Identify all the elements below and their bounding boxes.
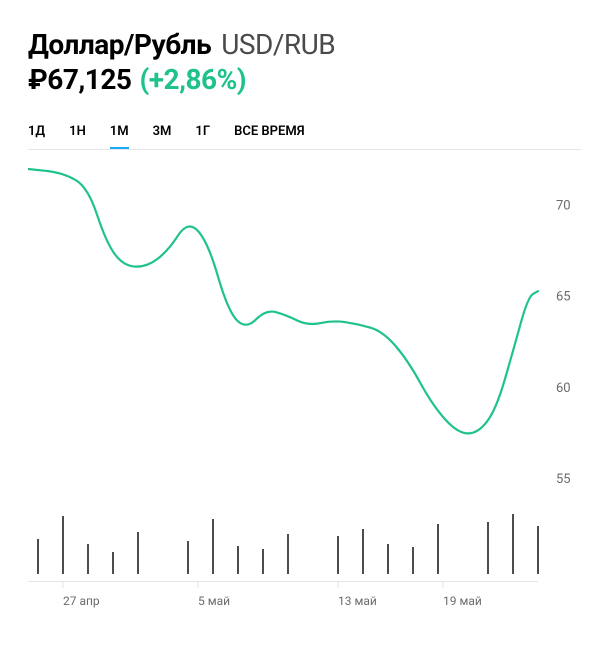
tab-1м[interactable]: 1М (110, 124, 129, 149)
price-change: (+2,86%) (139, 63, 246, 96)
tab-1г[interactable]: 1Г (195, 124, 210, 149)
price-line (28, 169, 538, 433)
y-tick-label: 55 (556, 472, 571, 487)
x-tick-label: 27 апр (63, 594, 100, 608)
y-tick-label: 65 (556, 290, 571, 305)
x-tick-label: 19 май (443, 594, 482, 608)
price-row: ₽67,125 (+2,86%) (28, 63, 581, 96)
pair-name: Доллар/Рубль (28, 28, 211, 61)
title-row: Доллар/Рубль USD/RUB (28, 28, 581, 61)
tab-1н[interactable]: 1Н (69, 124, 86, 149)
chart-area: 55 60 65 70 27 апр 5 май 13 май 19 май (28, 149, 581, 619)
timeframe-tabs: 1Д 1Н 1М 3М 1Г ВСЕ ВРЕМЯ (28, 124, 581, 149)
pair-ticker: USD/RUB (221, 28, 335, 61)
x-tick-label: 5 май (198, 594, 230, 608)
tab-все-время[interactable]: ВСЕ ВРЕМЯ (234, 124, 304, 149)
y-tick-label: 60 (556, 381, 571, 396)
price-chart: 55 60 65 70 27 апр 5 май 13 май 19 май (28, 149, 581, 619)
tab-3м[interactable]: 3М (153, 124, 172, 149)
x-tick-label: 13 май (338, 594, 377, 608)
tab-1д[interactable]: 1Д (28, 124, 45, 149)
current-price: ₽67,125 (28, 63, 131, 96)
chart-widget: Доллар/Рубль USD/RUB ₽67,125 (+2,86%) 1Д… (0, 0, 609, 619)
y-tick-label: 70 (556, 198, 571, 213)
